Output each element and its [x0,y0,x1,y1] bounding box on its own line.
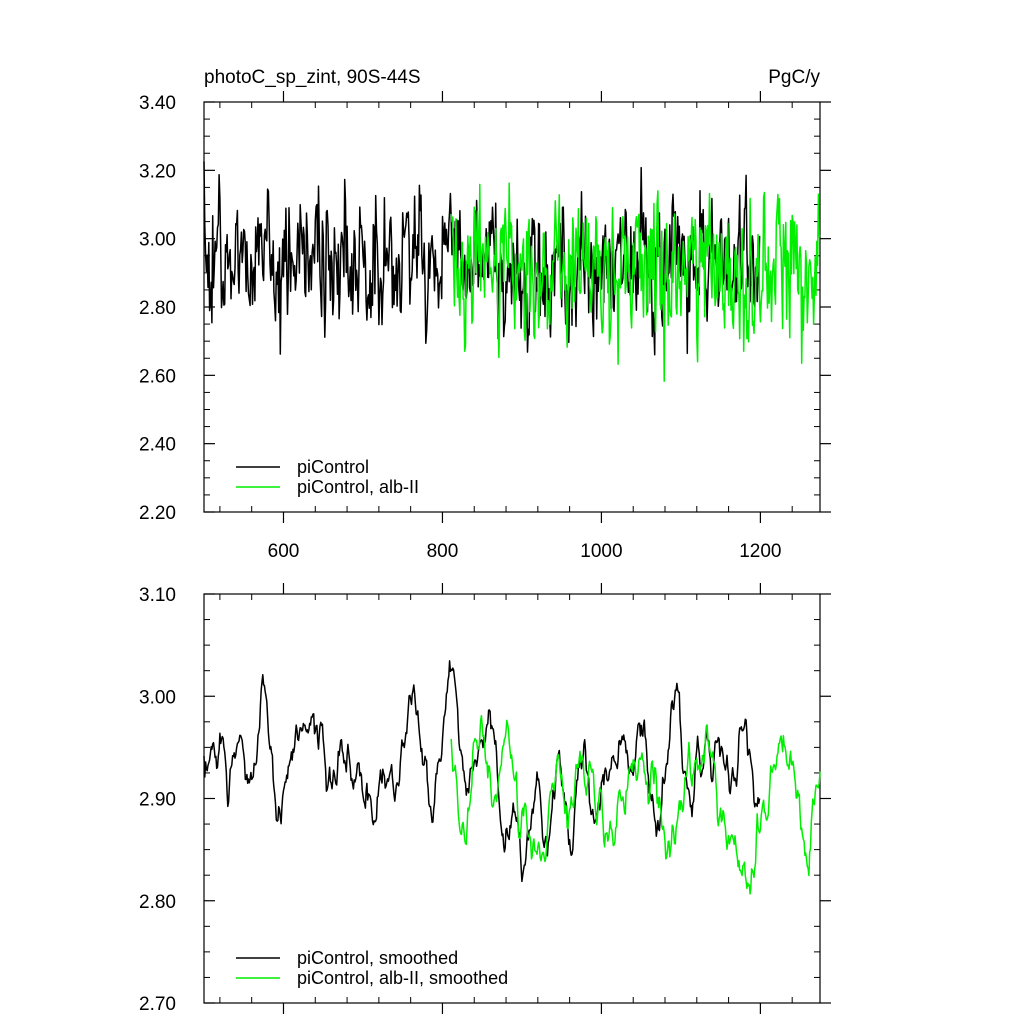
chart-title: photoC_sp_zint, 90S-44S [204,67,421,88]
bottom-axes: 2.70 2.80 2.90 3.00 3.10 [139,583,831,1015]
x-tick-label: 600 [268,541,300,562]
top-axes: 600 800 1000 1200 2.20 2.40 2.60 2.80 3.00 3.20 3.… [139,91,831,562]
y-tick-label: 2.80 [139,892,176,913]
plot-frame [203,593,821,1004]
legend-label: piControl [297,457,369,477]
y-tick-label: 2.60 [139,366,176,387]
series-line-picontrol-alb-ii [450,182,821,382]
y-tick-label: 2.40 [139,435,176,456]
y-tick-label: 3.40 [139,93,176,114]
legend-label: piControl, alb-II, smoothed [297,968,508,988]
y-tick-label: 2.80 [139,298,176,319]
series-line-picontrol-alb-ii [450,714,821,895]
y-tick-label: 2.70 [139,994,176,1015]
top-chart-panel: photoC_sp_zint, 90S-44S PgC/y 600 800 1000… [139,67,831,562]
legend-label: piControl, alb-II [297,477,419,497]
series-line-picontrol [203,660,761,883]
plot-frame [203,101,821,513]
legend-label: piControl, smoothed [297,948,458,968]
units-label: PgC/y [768,67,820,88]
bottom-chart-panel: 2.70 2.80 2.90 3.00 3.10 piControl, smoothed… [139,583,831,1015]
y-tick-label: 3.00 [139,230,176,251]
y-tick-label: 3.10 [139,585,176,606]
x-tick-label: 800 [427,541,459,562]
y-tick-label: 3.20 [139,161,176,182]
bottom-series-group [203,660,821,895]
y-tick-label: 2.90 [139,790,176,811]
y-tick-label: 3.00 [139,687,176,708]
y-tick-label: 2.20 [139,503,176,524]
top-series-group [203,161,821,382]
x-tick-label: 1200 [739,541,781,562]
x-tick-label: 1000 [580,541,622,562]
